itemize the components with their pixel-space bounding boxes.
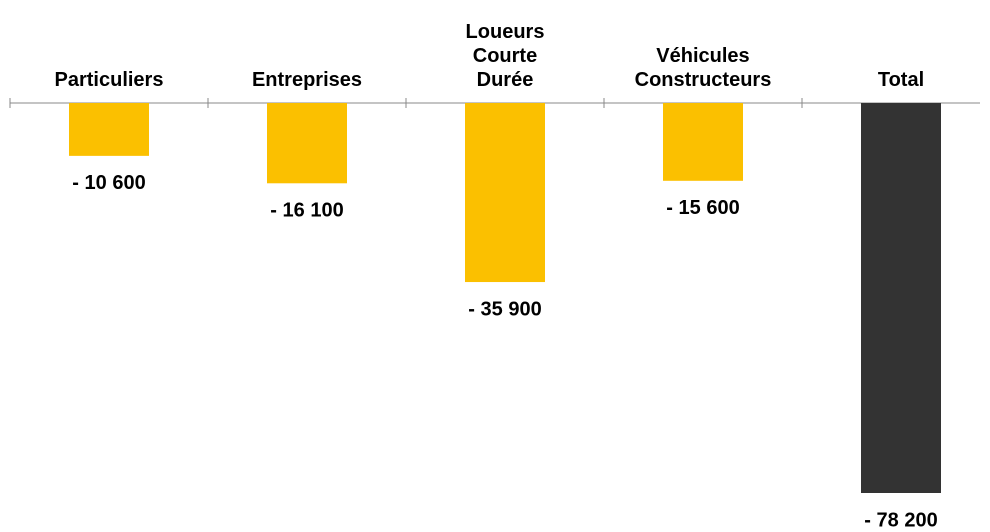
category-label: Entreprises — [251, 69, 363, 91]
category-label: Véhicules Constructeurs — [634, 45, 772, 91]
category-label: Particuliers — [54, 69, 164, 91]
category-label: Loueurs Courte Durée — [465, 21, 545, 91]
value-label: - 78 200 — [864, 509, 937, 531]
value-label: - 35 900 — [468, 298, 541, 320]
bar — [69, 103, 149, 156]
bar — [663, 103, 743, 181]
bar — [861, 103, 941, 493]
bar — [267, 103, 347, 184]
category-label: Total — [877, 69, 925, 91]
value-label: - 10 600 — [72, 172, 145, 194]
value-label: - 16 100 — [270, 200, 343, 222]
bar — [465, 103, 545, 283]
value-label: - 15 600 — [666, 197, 739, 219]
